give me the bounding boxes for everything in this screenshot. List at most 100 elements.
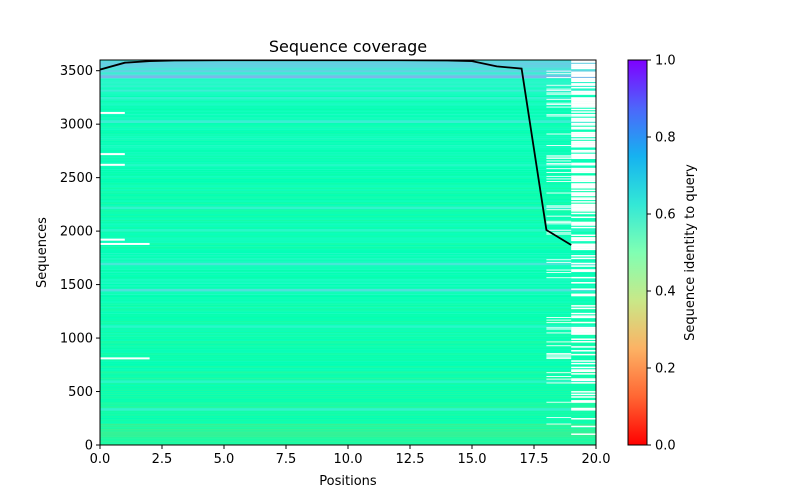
coverage-gap: [571, 341, 596, 343]
identity-band: [100, 145, 596, 147]
identity-band: [100, 348, 596, 350]
identity-band: [100, 415, 596, 417]
identity-band: [100, 93, 596, 95]
identity-band: [100, 359, 596, 361]
identity-band: [100, 331, 596, 333]
coverage-gap: [571, 307, 596, 310]
identity-band: [100, 403, 596, 405]
identity-band: [100, 277, 596, 279]
coverage-gap: [571, 346, 596, 348]
identity-band: [100, 256, 596, 258]
identity-band: [100, 330, 596, 332]
identity-band: [100, 299, 596, 301]
identity-band: [100, 301, 596, 303]
coverage-gap: [571, 257, 596, 260]
identity-band: [100, 156, 596, 158]
coverage-gap: [571, 113, 596, 116]
coverage-gap: [571, 151, 596, 153]
coverage-gap: [571, 418, 596, 420]
identity-band: [100, 195, 596, 197]
x-tick-label: 0.0: [90, 452, 111, 467]
coverage-gap: [546, 401, 572, 403]
x-tick-label: 15.0: [458, 452, 487, 467]
identity-band: [100, 330, 596, 332]
identity-band: [100, 103, 596, 105]
identity-band: [100, 222, 596, 224]
coverage-gap: [546, 163, 572, 164]
identity-band: [100, 439, 596, 441]
identity-band: [100, 138, 596, 140]
identity-band: [100, 221, 596, 223]
colorbar: 0.0 0.2 0.4 0.6 0.8 1.0 Sequence identity to …: [627, 54, 698, 454]
identity-band: [100, 157, 596, 159]
coverage-gap: [571, 330, 596, 333]
identity-band: [100, 416, 596, 418]
coverage-gap: [546, 378, 572, 380]
identity-band: [100, 288, 596, 290]
identity-band: [100, 267, 596, 268]
identity-band: [100, 201, 596, 203]
coverage-gap: [546, 328, 572, 330]
y-tick-label: 2000: [60, 225, 93, 240]
coverage-gap: [571, 75, 596, 77]
identity-band: [100, 378, 596, 379]
identity-band: [100, 193, 596, 195]
identity-band: [100, 90, 596, 92]
identity-band: [100, 367, 596, 369]
identity-band: [100, 427, 596, 428]
coverage-gap: [571, 178, 596, 180]
identity-band: [100, 345, 596, 347]
identity-band: [100, 309, 596, 311]
identity-band: [100, 365, 596, 366]
colorbar-tick-label: 0.6: [655, 208, 676, 223]
identity-band: [100, 128, 596, 130]
identity-band: [100, 313, 596, 314]
identity-band: [100, 224, 596, 226]
identity-band: [100, 443, 596, 445]
identity-band: [100, 89, 596, 91]
identity-band: [100, 287, 596, 289]
identity-band: [100, 251, 596, 253]
identity-band: [100, 265, 596, 267]
coverage-gap: [571, 108, 596, 111]
identity-band: [100, 421, 596, 423]
identity-band: [100, 354, 596, 356]
identity-band: [100, 304, 596, 305]
identity-band: [100, 149, 596, 151]
identity-band: [100, 215, 596, 217]
identity-band: [100, 61, 596, 63]
identity-band: [100, 240, 596, 242]
identity-band: [100, 117, 596, 119]
identity-band: [100, 320, 596, 322]
identity-band: [100, 175, 596, 177]
identity-band: [100, 399, 596, 401]
coverage-gap: [100, 238, 125, 241]
identity-band: [100, 95, 596, 97]
identity-band: [100, 343, 596, 345]
identity-band: [100, 116, 596, 118]
identity-band: [100, 164, 596, 166]
coverage-gap: [571, 208, 596, 211]
coverage-gap: [571, 316, 596, 319]
identity-band: [100, 382, 596, 384]
coverage-gap: [546, 332, 572, 334]
identity-band: [100, 85, 596, 86]
identity-band: [100, 139, 596, 141]
coverage-gap: [100, 153, 125, 156]
identity-band: [100, 96, 596, 98]
identity-band: [100, 94, 596, 96]
identity-band: [100, 86, 596, 88]
identity-band: [100, 244, 596, 246]
coverage-gap: [546, 178, 572, 180]
identity-band: [100, 279, 596, 281]
identity-band: [100, 413, 596, 415]
identity-band: [100, 361, 596, 363]
y-tick-label: 1500: [60, 278, 93, 293]
identity-band: [100, 418, 596, 420]
identity-band: [100, 173, 596, 175]
identity-band: [100, 127, 596, 129]
identity-band: [100, 267, 596, 269]
identity-band: [100, 155, 596, 157]
identity-band: [100, 279, 596, 281]
